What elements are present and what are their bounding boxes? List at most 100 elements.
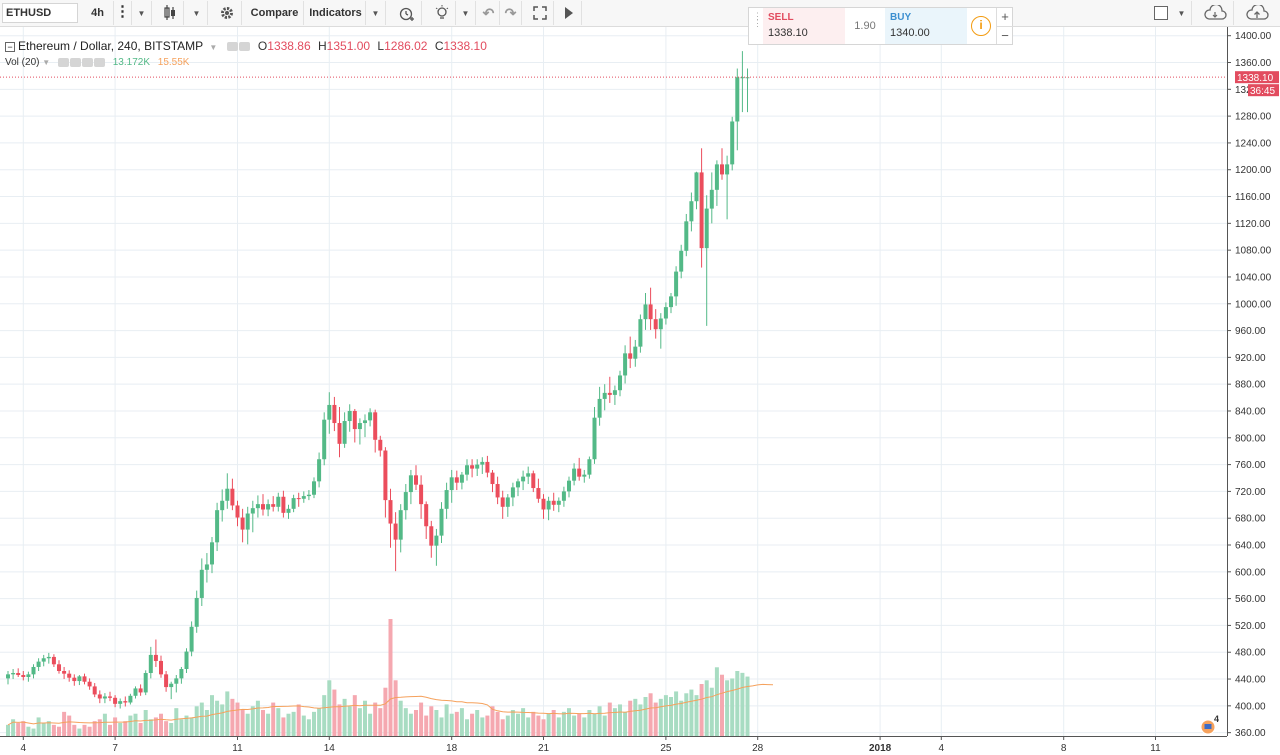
chevron-down-icon[interactable]: ▼ bbox=[132, 1, 152, 25]
chart-style-chevron-icon[interactable]: ▼ bbox=[186, 1, 208, 25]
replay-play-icon[interactable] bbox=[556, 1, 582, 25]
visibility-toggle-icon[interactable] bbox=[226, 42, 238, 52]
x-tick-label: 4 bbox=[21, 743, 27, 754]
settings-button[interactable] bbox=[212, 1, 242, 25]
volume-bar bbox=[490, 706, 495, 736]
layout-button[interactable] bbox=[1150, 1, 1172, 25]
candle-body bbox=[653, 319, 658, 330]
buy-button[interactable]: BUY 1340.00 bbox=[885, 8, 967, 44]
y-tick-label: 1360.00 bbox=[1235, 58, 1272, 69]
candle-body bbox=[266, 504, 271, 510]
compare-button[interactable]: Compare bbox=[246, 1, 304, 25]
volume-bar bbox=[526, 717, 531, 736]
candle-body bbox=[57, 664, 61, 671]
y-tick-label: 440.00 bbox=[1235, 675, 1266, 686]
volume-bar bbox=[541, 719, 546, 736]
volume-bar bbox=[215, 700, 220, 736]
y-tick-label: 1160.00 bbox=[1235, 192, 1271, 203]
volume-bar bbox=[159, 713, 163, 736]
volume-bar bbox=[133, 713, 138, 736]
chart-canvas[interactable]: 360.00 400.00 440.00 480.00 520.00 560.00 600.… bbox=[0, 27, 1280, 755]
alert-button[interactable] bbox=[392, 1, 422, 25]
indicators-chevron-icon[interactable]: ▼ bbox=[366, 1, 386, 25]
legend-chevron-icon[interactable]: ▼ bbox=[209, 43, 218, 52]
volume-bar bbox=[113, 717, 118, 736]
decrease-quantity-button[interactable]: − bbox=[996, 26, 1013, 44]
undo-icon[interactable]: ↶ bbox=[478, 1, 500, 25]
y-tick-label: 640.00 bbox=[1235, 541, 1266, 552]
ideas-chevron-icon[interactable]: ▼ bbox=[456, 1, 476, 25]
candle-body bbox=[235, 505, 240, 518]
more-vertical-icon[interactable]: ⋮ bbox=[114, 1, 132, 25]
volume-bar bbox=[204, 710, 209, 736]
volume-bar bbox=[261, 710, 265, 736]
increase-quantity-button[interactable]: + bbox=[996, 8, 1013, 26]
candle-body bbox=[684, 221, 689, 251]
chart-style-button[interactable] bbox=[156, 1, 184, 25]
candle-body bbox=[36, 661, 41, 667]
candle-body bbox=[92, 686, 97, 695]
chart-legend: − Ethereum / Dollar, 240, BITSTAMP ▼ O133… bbox=[5, 39, 487, 55]
candle-body bbox=[138, 688, 143, 693]
y-tick-label: 600.00 bbox=[1235, 567, 1266, 578]
volume-bar bbox=[709, 687, 714, 736]
volume-bar bbox=[587, 710, 592, 736]
candle-body bbox=[322, 419, 327, 460]
candle-body bbox=[230, 488, 235, 506]
candle-body bbox=[628, 353, 633, 359]
volume-bar bbox=[301, 715, 306, 736]
volume-bar bbox=[383, 687, 388, 736]
volume-bar bbox=[414, 710, 418, 736]
countdown-tag bbox=[1248, 84, 1279, 97]
fullscreen-icon[interactable] bbox=[526, 1, 554, 25]
candle-body bbox=[215, 510, 220, 543]
candle-body bbox=[424, 504, 429, 527]
candle-body bbox=[607, 392, 612, 395]
volume-bar bbox=[36, 717, 41, 736]
redo-icon[interactable]: ↷ bbox=[500, 1, 522, 25]
candle-body bbox=[143, 673, 148, 693]
volume-bar bbox=[194, 706, 199, 736]
volume-bar bbox=[745, 676, 750, 736]
candle-body bbox=[11, 673, 16, 675]
candle-body bbox=[704, 208, 709, 249]
layout-chevron-icon[interactable]: ▼ bbox=[1172, 1, 1192, 25]
volume-bar bbox=[720, 674, 724, 736]
candle-body bbox=[577, 468, 582, 477]
volume-visibility-icon[interactable] bbox=[57, 57, 69, 67]
sell-button[interactable]: SELL 1338.10 bbox=[763, 8, 845, 44]
volume-bar bbox=[480, 717, 485, 736]
y-tick-label: 1080.00 bbox=[1235, 246, 1272, 257]
y-tick-label: 920.00 bbox=[1235, 353, 1266, 364]
candle-body bbox=[312, 481, 316, 495]
drag-handle-icon[interactable]: ⋮⋮ ⋮⋮ bbox=[753, 11, 770, 28]
legend-settings-icon[interactable] bbox=[238, 42, 250, 52]
cloud-save-button[interactable] bbox=[1196, 1, 1234, 25]
volume-bar bbox=[281, 717, 286, 736]
cloud-icon bbox=[1203, 3, 1227, 20]
publish-button[interactable] bbox=[1238, 1, 1276, 25]
volume-bar bbox=[679, 700, 684, 736]
interval-button[interactable]: 4h bbox=[82, 1, 114, 25]
symbol-search-input[interactable]: ETHUSD bbox=[2, 3, 78, 23]
ideas-button[interactable] bbox=[428, 1, 456, 25]
candle-body bbox=[153, 654, 158, 661]
volume-bar bbox=[41, 723, 46, 736]
volume-bar bbox=[602, 715, 607, 736]
collapse-legend-icon[interactable]: − bbox=[5, 41, 15, 52]
indicators-button[interactable]: Indicators bbox=[306, 1, 366, 25]
volume-add-icon[interactable] bbox=[81, 57, 93, 67]
candle-body bbox=[439, 508, 444, 536]
info-icon[interactable]: i bbox=[971, 16, 991, 36]
volume-settings-icon[interactable] bbox=[69, 57, 81, 67]
volume-bar bbox=[582, 717, 587, 736]
volume-close-icon[interactable] bbox=[93, 57, 105, 67]
candle-body bbox=[184, 651, 189, 669]
sell-price: 1338.10 bbox=[768, 27, 808, 39]
volume-bar bbox=[597, 706, 602, 736]
y-tick-label: 360.00 bbox=[1235, 728, 1266, 739]
candle-body bbox=[414, 475, 418, 485]
volume-chevron-icon[interactable]: ▼ bbox=[42, 58, 51, 67]
volume-bar bbox=[567, 708, 571, 736]
open-label: O bbox=[257, 39, 268, 53]
